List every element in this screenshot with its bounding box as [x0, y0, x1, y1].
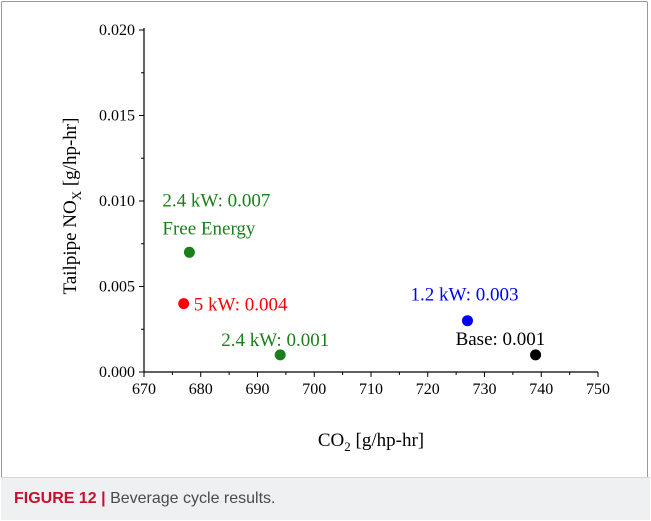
- x-tick-label: 740: [529, 381, 553, 398]
- figure-caption: FIGURE 12 | Beverage cycle results.: [14, 490, 275, 508]
- data-point: [461, 315, 473, 327]
- x-axis-title: CO2 [g/hp-hr]: [318, 430, 424, 454]
- point-label: 2.4 kW: 0.001: [221, 330, 329, 351]
- x-tick-label: 750: [586, 381, 610, 398]
- scatter-chart: 670 680 690 700 710 720 730 740 750 0.000 0.005 0.0…: [60, 22, 610, 454]
- point-annotations: 2.4 kW: 0.007 Free Energy 5 kW: 0.004 2.4 k…: [162, 190, 545, 351]
- point-label: 1.2 kW: 0.003: [410, 285, 518, 306]
- x-tick-label: 730: [473, 381, 497, 398]
- data-points: [178, 246, 542, 361]
- x-tick-label: 720: [416, 381, 440, 398]
- ticks: 670 680 690 700 710 720 730 740 750 0.000 0.005 0.0…: [99, 22, 610, 398]
- figure-label: FIGURE 12: [14, 490, 97, 507]
- y-axis-title: Tailpipe NOX [g/hp-hr]: [60, 118, 84, 295]
- point-label: Base: 0.001: [456, 329, 546, 350]
- y-tick-label: 0.000: [99, 364, 135, 381]
- point-label: Free Energy: [162, 218, 256, 239]
- y-tick-label: 0.015: [99, 108, 135, 125]
- y-tick-label: 0.005: [99, 279, 135, 296]
- x-tick-label: 690: [246, 381, 270, 398]
- x-tick-label: 670: [132, 381, 156, 398]
- caption-bar: FIGURE 12 | Beverage cycle results.: [1, 477, 650, 520]
- y-tick-label: 0.010: [99, 193, 135, 210]
- caption-text: Beverage cycle results.: [110, 490, 276, 507]
- y-tick-label: 0.020: [99, 22, 135, 39]
- point-label: 2.4 kW: 0.007: [162, 190, 270, 211]
- x-tick-label: 710: [359, 381, 383, 398]
- data-point: [183, 246, 195, 258]
- x-tick-label: 700: [302, 381, 326, 398]
- data-point: [274, 349, 286, 361]
- x-tick-label: 680: [189, 381, 213, 398]
- data-point: [178, 298, 190, 310]
- point-label: 5 kW: 0.004: [194, 295, 288, 316]
- caption-separator: |: [101, 490, 106, 507]
- data-point: [530, 349, 542, 361]
